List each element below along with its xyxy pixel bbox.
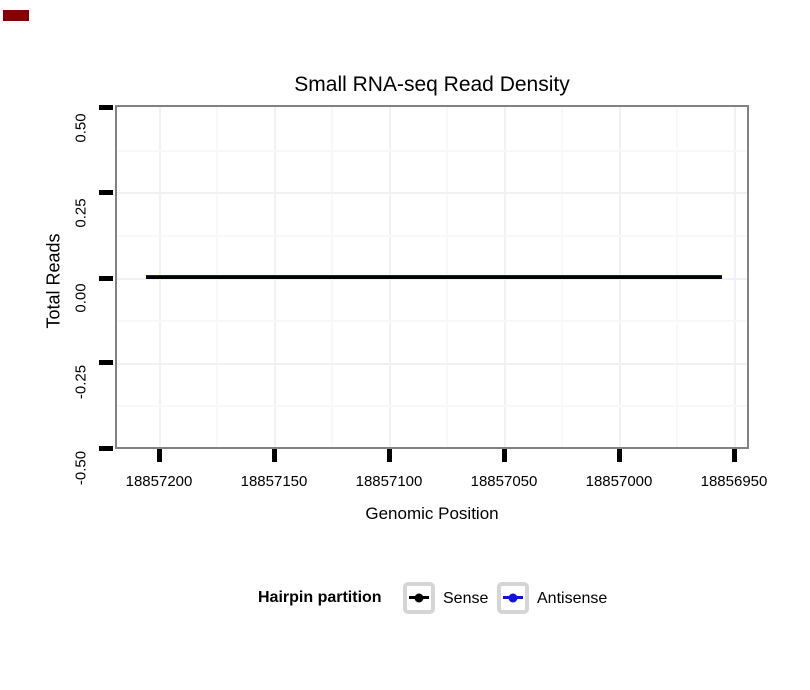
x-tick-mark (502, 449, 507, 462)
y-tick-mark (99, 190, 113, 195)
x-tick-label: 18857000 (585, 473, 653, 490)
x-tick-label: 18856950 (700, 473, 768, 490)
gridline-h-major (117, 192, 747, 194)
gridline-h-major (117, 363, 747, 365)
y-tick-mark (99, 360, 113, 365)
legend-label-sense: Sense (443, 590, 489, 607)
legend-title: Hairpin partition (258, 589, 382, 606)
x-tick-label: 18857200 (125, 473, 193, 490)
x-tick-mark (157, 449, 162, 462)
gridline-h-minor (117, 235, 747, 237)
x-tick-label: 18857100 (355, 473, 423, 490)
legend-label-antisense: Antisense (537, 590, 608, 607)
plot-panel (115, 105, 749, 449)
top-left-marker (3, 10, 29, 21)
y-tick-label: 0.25 (72, 198, 90, 228)
y-tick-label: 0.50 (72, 113, 90, 143)
legend-key-antisense (497, 582, 529, 614)
y-tick-label: -0.50 (72, 450, 90, 486)
y-tick-mark (99, 446, 113, 451)
x-tick-mark (732, 449, 737, 462)
sense-point-icon (414, 593, 424, 603)
gridline-h-minor (117, 150, 747, 152)
x-tick-mark (272, 449, 277, 462)
x-axis-title: Genomic Position (365, 504, 499, 523)
gridline-h-minor (117, 405, 747, 407)
antisense-point-icon (508, 593, 518, 603)
chart-title: Small RNA-seq Read Density (294, 73, 570, 96)
y-tick-label: -0.25 (72, 364, 90, 400)
x-tick-mark (387, 449, 392, 462)
gridline-v-major (734, 107, 736, 447)
x-tick-label: 18857150 (240, 473, 308, 490)
y-tick-label: 0.00 (72, 283, 90, 313)
y-tick-mark (99, 105, 113, 110)
legend-key-sense (403, 582, 435, 614)
y-tick-mark (99, 276, 113, 281)
gridline-h-major (117, 278, 747, 280)
gridline-h-minor (117, 320, 747, 322)
x-tick-mark (617, 449, 622, 462)
sense-series-line (146, 276, 722, 279)
x-tick-label: 18857050 (470, 473, 538, 490)
y-axis-title: Total Reads (43, 233, 64, 329)
